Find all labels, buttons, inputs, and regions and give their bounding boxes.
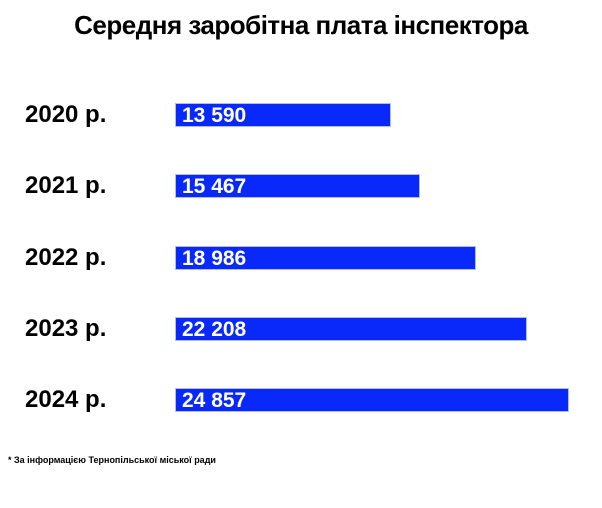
year-label: 2023 р. (25, 315, 107, 342)
chart-row: 2021 р. 15 467 (0, 174, 602, 198)
source-footnote: * За інформацією Тернопільської міської … (8, 455, 216, 465)
bar: 22 208 (175, 317, 527, 341)
bar-value-label: 24 857 (182, 388, 247, 412)
bar: 15 467 (175, 174, 420, 198)
chart-row: 2023 р. 22 208 (0, 317, 602, 341)
chart-row: 2020 р. 13 590 (0, 103, 602, 127)
year-label: 2022 р. (25, 244, 107, 271)
bar-value-label: 22 208 (182, 317, 247, 341)
year-label: 2024 р. (25, 386, 107, 413)
year-label: 2020 р. (25, 101, 107, 128)
chart-row: 2022 р. 18 986 (0, 246, 602, 270)
chart-title: Середня заробітна плата інспектора (74, 10, 528, 40)
bar-value-label: 13 590 (182, 103, 247, 127)
bar-value-label: 15 467 (182, 174, 247, 198)
chart-row: 2024 р. 24 857 (0, 388, 602, 412)
bar: 24 857 (175, 388, 569, 412)
bar-value-label: 18 986 (182, 246, 247, 270)
bar: 13 590 (175, 103, 391, 127)
bar: 18 986 (175, 246, 476, 270)
year-label: 2021 р. (25, 172, 107, 199)
